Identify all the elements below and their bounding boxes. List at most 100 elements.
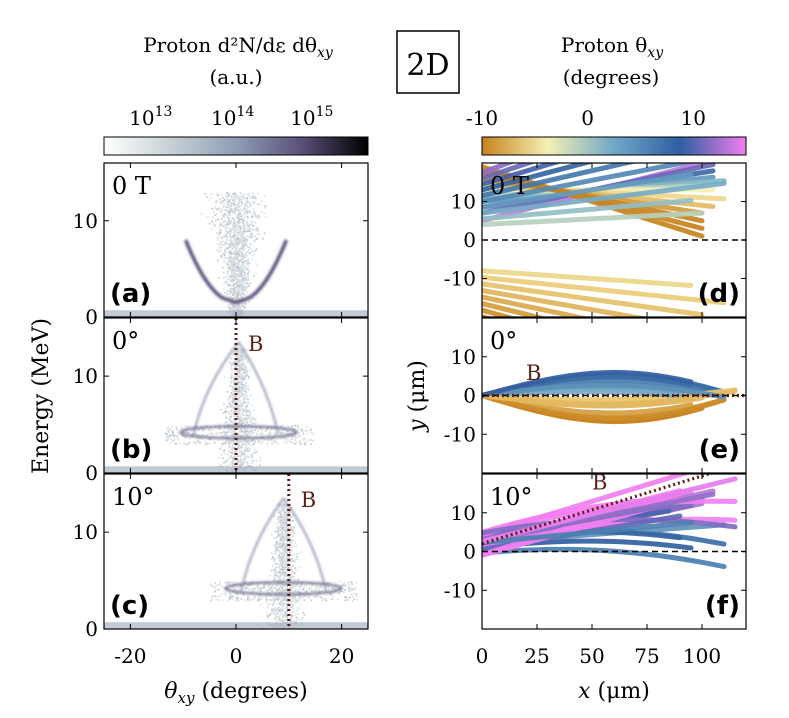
heatmap-pixel xyxy=(234,195,237,198)
heatmap-pixel xyxy=(299,440,301,442)
heatmap-pixel xyxy=(286,607,289,610)
heatmap-pixel xyxy=(246,260,249,263)
heatmap-pixel xyxy=(253,240,256,242)
heatmap-pixel xyxy=(210,584,213,587)
heatmap-pixel xyxy=(278,545,280,548)
heatmap-pixel xyxy=(226,284,229,286)
heatmap-pixel xyxy=(234,222,236,224)
heatmap-pixel xyxy=(233,306,236,309)
heatmap-pixel xyxy=(238,205,241,208)
heatmap-pixel xyxy=(238,398,241,401)
heatmap-pixel xyxy=(247,248,250,251)
heatmap-pixel xyxy=(227,406,230,408)
heatmap-pixel xyxy=(232,389,235,392)
heatmap-pixel xyxy=(233,464,236,466)
heatmap-pixel xyxy=(291,529,294,532)
heatmap-pixel xyxy=(219,447,221,450)
heatmap-pixel xyxy=(221,267,224,269)
heatmap-pixel xyxy=(238,439,241,441)
heatmap-pixel xyxy=(320,586,322,588)
heatmap-pixel xyxy=(227,262,230,264)
heatmap-pixel xyxy=(254,441,257,444)
heatmap-pixel xyxy=(223,435,226,437)
heatmap-pixel xyxy=(264,583,267,586)
heatmap-pixel xyxy=(225,209,227,212)
heatmap-pixel xyxy=(234,236,236,239)
heatmap-pixel xyxy=(287,555,290,558)
heatmap-pixel xyxy=(236,213,238,216)
heatmap-pixel xyxy=(234,210,237,213)
heatmap-pixel xyxy=(197,428,200,431)
heatmap-pixel xyxy=(244,439,247,442)
heatmap-pixel xyxy=(173,438,176,441)
heatmap-pixel xyxy=(282,546,285,548)
heatmap-pixel xyxy=(294,580,296,582)
heatmap-pixel xyxy=(229,411,231,414)
heatmap-pixel xyxy=(233,270,236,272)
heatmap-pixel xyxy=(258,597,261,600)
heatmap-pixel xyxy=(285,579,287,581)
heatmap-pixel xyxy=(233,413,236,415)
heatmap-pixel xyxy=(244,417,246,420)
heatmap-pixel xyxy=(270,428,273,430)
heatmap-pixel xyxy=(281,535,284,537)
heatmap-pixel xyxy=(241,274,244,277)
heatmap-pixel xyxy=(243,458,246,461)
heatmap-pixel xyxy=(239,275,242,277)
heatmap-pixel xyxy=(250,457,253,460)
heatmap-pixel xyxy=(302,588,305,591)
heatmap-pixel xyxy=(238,360,241,362)
heatmap-pixel xyxy=(233,435,236,438)
heatmap-pixel xyxy=(235,224,238,227)
heatmap-pixel xyxy=(283,512,286,514)
heatmap-pixel xyxy=(242,383,245,386)
heatmap-pixel xyxy=(233,219,235,221)
heatmap-pixel xyxy=(300,429,303,431)
heatmap-pixel xyxy=(254,212,257,215)
heatmap-pixel xyxy=(241,235,244,238)
heatmap-pixel xyxy=(289,591,292,593)
heatmap-pixel xyxy=(255,238,258,241)
heatmap-pixel xyxy=(221,593,224,595)
heatmap-pixel xyxy=(239,219,241,221)
heatmap-pixel xyxy=(227,306,229,308)
heatmap-pixel xyxy=(297,578,299,581)
heatmap-pixel xyxy=(237,217,240,219)
heatmap-pixel xyxy=(278,608,281,611)
heatmap-pixel xyxy=(253,587,256,590)
heatmap-pixel xyxy=(231,247,234,250)
heatmap-pixel xyxy=(242,242,244,244)
heatmap-pixel xyxy=(228,252,231,254)
heatmap-pixel xyxy=(241,444,243,447)
heatmap-pixel xyxy=(226,417,229,420)
heatmap-pixel xyxy=(317,594,320,596)
heatmap-pixel xyxy=(289,595,291,598)
heatmap-pixel xyxy=(240,291,243,293)
heatmap-pixel xyxy=(189,442,192,444)
heatmap-pixel xyxy=(240,238,243,240)
heatmap-pixel xyxy=(229,418,231,421)
heatmap-pixel xyxy=(279,504,282,507)
heatmap-pixel xyxy=(229,220,232,222)
heatmap-pixel xyxy=(301,616,304,619)
heatmap-pixel xyxy=(230,208,233,210)
heatmap-pixel xyxy=(278,520,280,523)
heatmap-pixel xyxy=(217,231,220,234)
heatmap-pixel xyxy=(284,592,287,594)
heatmap-pixel xyxy=(245,450,247,452)
heatmap-pixel xyxy=(239,435,241,438)
heatmap-pixel xyxy=(238,369,241,372)
heatmap-pixel xyxy=(235,364,238,367)
heatmap-pixel xyxy=(230,222,232,224)
heatmap-pixel xyxy=(240,387,243,390)
heatmap-pixel xyxy=(337,597,339,600)
heatmap-pixel xyxy=(279,536,282,539)
left-x-axis-label: θxy (degrees) xyxy=(164,679,307,707)
heatmap-pixel xyxy=(227,266,229,269)
heatmap-pixel xyxy=(232,258,234,260)
heatmap-pixel xyxy=(211,228,213,231)
heatmap-pixel xyxy=(231,434,233,437)
heatmap-pixel xyxy=(334,589,336,591)
heatmap-pixel xyxy=(290,438,293,440)
heatmap-pixel xyxy=(263,212,266,215)
